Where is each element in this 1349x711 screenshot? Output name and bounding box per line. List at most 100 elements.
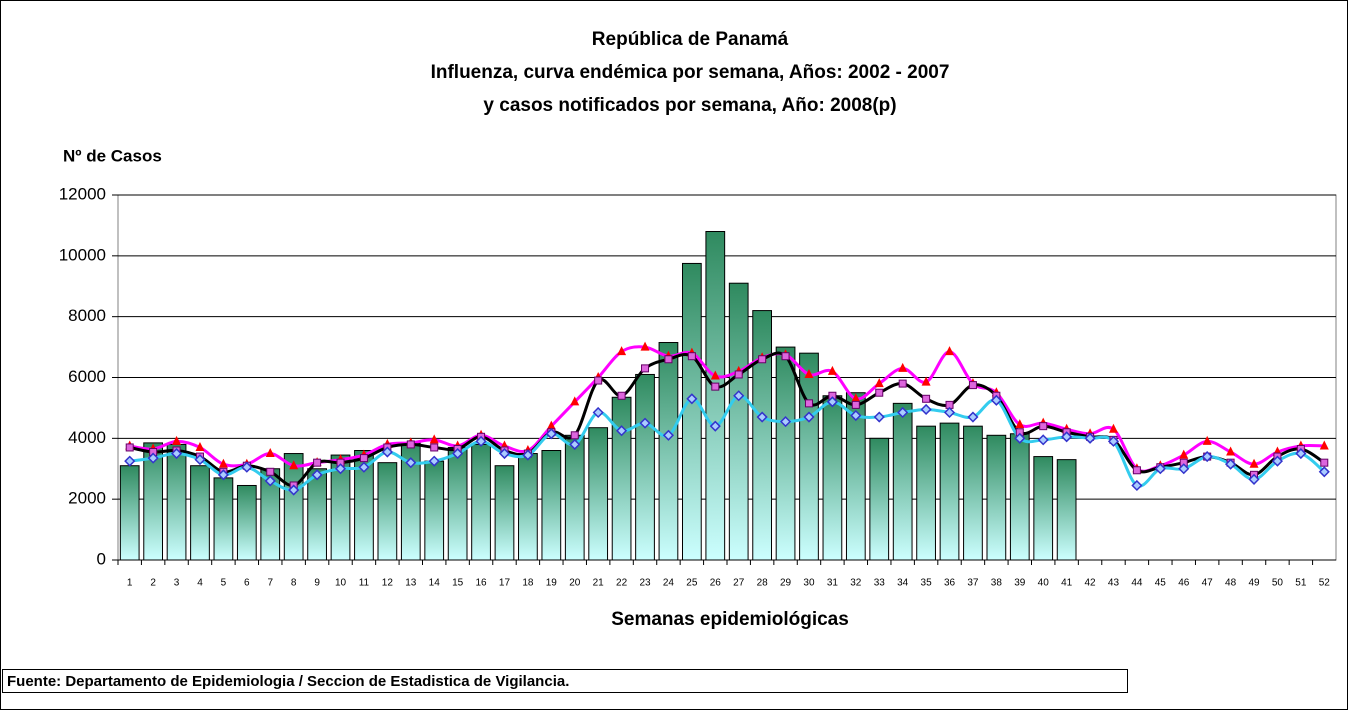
marker: [1178, 463, 1190, 475]
marker: [1131, 479, 1143, 492]
marker: [1015, 419, 1025, 429]
bar: [166, 443, 187, 561]
y-tick-label: 10000: [59, 245, 106, 264]
x-tick-label: 17: [499, 578, 511, 589]
marker: [943, 406, 956, 419]
bar: [1056, 459, 1077, 561]
marker: [147, 452, 159, 464]
x-tick-label: 23: [639, 578, 651, 589]
x-tick-label: 4: [197, 578, 203, 589]
bar: [681, 262, 702, 561]
x-tick-label: 11: [359, 578, 370, 589]
marker: [592, 406, 604, 419]
x-tick-label: 9: [314, 578, 320, 589]
x-tick-label: 8: [291, 578, 297, 589]
bar: [869, 437, 890, 561]
marker: [334, 463, 347, 475]
x-tick-label: 25: [686, 578, 698, 589]
x-tick-label: 29: [780, 578, 792, 589]
source: Fuente: Departamento de Epidemiologia / …: [7, 673, 569, 690]
x-tick-label: 28: [757, 578, 769, 589]
marker: [968, 381, 977, 390]
bar: [143, 442, 164, 561]
marker: [827, 365, 837, 375]
marker: [1132, 466, 1141, 475]
marker: [288, 484, 300, 496]
marker: [803, 411, 815, 423]
marker: [475, 435, 487, 447]
marker: [311, 469, 323, 481]
marker: [804, 399, 813, 408]
bar: [658, 342, 679, 561]
bar: [822, 395, 843, 561]
marker: [1108, 423, 1118, 433]
marker: [125, 443, 134, 452]
y-tick-label: 8000: [68, 306, 106, 325]
marker: [898, 379, 907, 388]
x-tick-label: 1: [127, 578, 133, 589]
marker: [920, 403, 932, 415]
x-tick-label: 20: [569, 578, 581, 589]
marker: [452, 447, 464, 460]
marker: [734, 370, 743, 379]
marker: [756, 411, 768, 423]
marker: [430, 443, 439, 452]
x-tick-label: 46: [1178, 578, 1190, 589]
marker: [359, 454, 368, 463]
marker: [898, 362, 908, 372]
marker: [313, 458, 322, 467]
marker: [545, 428, 557, 440]
bar: [541, 450, 562, 561]
x-tick-label: 43: [1108, 578, 1120, 589]
marker: [405, 457, 417, 469]
marker: [851, 400, 860, 409]
x-tick-label: 3: [174, 578, 180, 589]
x-tick-label: 37: [967, 578, 979, 589]
y-tick-label: 6000: [68, 367, 106, 386]
marker: [921, 376, 931, 386]
marker: [875, 388, 884, 397]
marker: [1225, 458, 1237, 470]
marker: [1318, 466, 1330, 478]
marker: [124, 455, 136, 467]
title-line: y casos notificados por semana, Año: 200…: [483, 95, 896, 116]
marker: [967, 411, 979, 423]
x-tick-label: 44: [1131, 578, 1143, 589]
y-tick-label: 2000: [68, 489, 106, 508]
bar: [752, 310, 773, 561]
bar: [916, 425, 936, 561]
title-line: Influenza, curva endémica por semana, Añ…: [431, 62, 950, 83]
marker: [264, 475, 276, 487]
marker: [733, 390, 745, 402]
bar: [588, 427, 609, 561]
marker: [1202, 435, 1212, 445]
x-tick-label: 12: [382, 578, 394, 589]
y-tick-label: 4000: [68, 428, 106, 447]
marker: [851, 393, 861, 403]
x-tick-label: 36: [944, 578, 956, 589]
x-tick-label: 45: [1155, 578, 1167, 589]
marker: [1226, 446, 1236, 456]
x-tick-label: 48: [1225, 578, 1237, 589]
bar: [447, 446, 468, 561]
marker: [381, 446, 393, 458]
x-tick-label: 13: [405, 578, 417, 589]
x-tick-label: 21: [593, 578, 605, 589]
x-tick-label: 16: [475, 578, 487, 589]
marker: [873, 411, 885, 423]
bar: [1033, 456, 1054, 561]
marker: [428, 455, 440, 467]
bar: [635, 373, 655, 561]
marker: [687, 352, 696, 361]
marker: [1084, 432, 1096, 444]
marker: [641, 364, 650, 373]
x-tick-label: 32: [850, 578, 862, 589]
bar: [494, 465, 515, 561]
marker: [1320, 458, 1329, 467]
marker: [195, 441, 205, 451]
x-tick-label: 27: [733, 578, 745, 589]
x-tick-label: 30: [803, 578, 815, 589]
x-tick-label: 10: [335, 578, 347, 589]
x-tick-label: 6: [244, 578, 250, 589]
